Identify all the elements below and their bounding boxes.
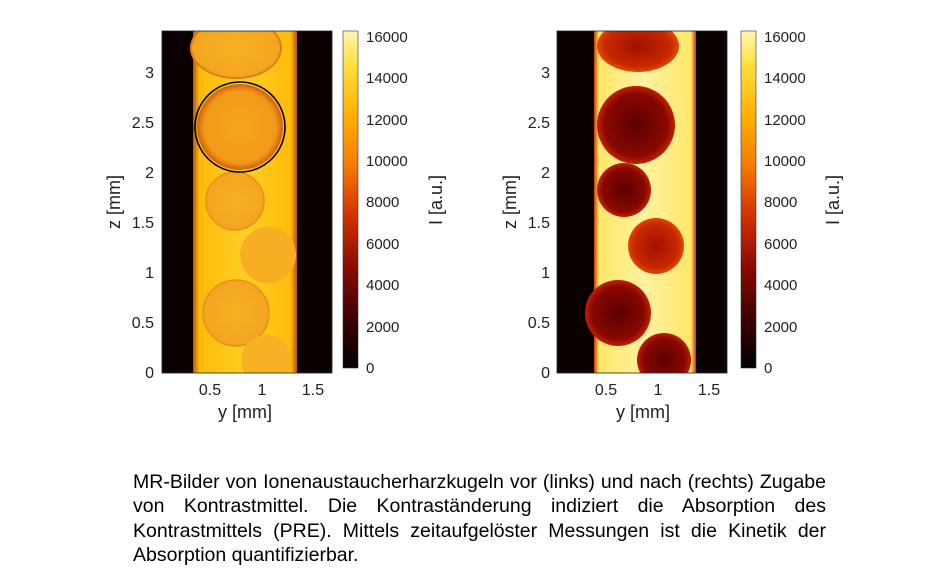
colorbar-tick-label: 14000	[366, 70, 408, 87]
right-y-axis: 0 0.5 1 1.5 2 2.5 3	[528, 65, 550, 382]
colorbar-tick-label: 12000	[366, 112, 408, 129]
mri-figure: 0 0.5 1 1.5 2 2.5 3 z [mm] 0.5 1 1.5 y […	[104, 29, 843, 422]
colorbar-tick-label: 14000	[764, 70, 806, 87]
right-y-axis-label: z [mm]	[500, 175, 520, 229]
left-image	[162, 31, 332, 373]
left-x-axis-label: y [mm]	[218, 402, 272, 422]
left-x-axis: 0.5 1 1.5	[199, 382, 324, 399]
y-tick-label: 2	[145, 165, 154, 182]
colorbar-tick-label: 6000	[366, 236, 399, 253]
y-tick-label: 0.5	[132, 315, 154, 332]
y-tick-label: 0.5	[528, 315, 550, 332]
y-tick-label: 0	[541, 365, 550, 382]
x-tick-label: 1	[654, 382, 663, 399]
right-colorbar: 0 2000 4000 6000 8000 10000 12000 14000 …	[740, 29, 843, 377]
y-tick-label: 3	[541, 65, 550, 82]
left-axes-frame	[161, 30, 333, 374]
colorbar-tick-label: 0	[764, 360, 772, 377]
right-image	[557, 31, 727, 373]
x-tick-label: 1	[258, 382, 267, 399]
colorbar-tick-label: 10000	[366, 153, 408, 170]
right-axes-frame	[556, 30, 728, 374]
left-panel	[161, 30, 333, 374]
colorbar-label: I [a.u.]	[823, 175, 843, 225]
y-tick-label: 1.5	[132, 215, 154, 232]
y-tick-label: 2	[541, 165, 550, 182]
y-tick-label: 0	[145, 365, 154, 382]
right-x-axis: 0.5 1 1.5	[595, 382, 720, 399]
x-tick-label: 1.5	[302, 382, 324, 399]
colorbar-tick-label: 0	[366, 360, 374, 377]
y-tick-label: 1	[541, 265, 550, 282]
x-tick-label: 1.5	[698, 382, 720, 399]
colorbar-tick-label: 8000	[764, 194, 797, 211]
x-tick-label: 0.5	[595, 382, 617, 399]
left-y-axis: 0 0.5 1 1.5 2 2.5 3	[132, 65, 154, 382]
y-tick-label: 3	[145, 65, 154, 82]
colorbar-tick-label: 4000	[366, 277, 399, 294]
right-x-axis-label: y [mm]	[616, 402, 670, 422]
colorbar-tick-label: 2000	[366, 319, 399, 336]
figure-caption: MR-Bilder von Ionenaustaucherharzkugeln …	[133, 470, 826, 567]
y-tick-label: 2.5	[528, 115, 550, 132]
highlight-ring	[194, 81, 286, 173]
colorbar-tick-label: 2000	[764, 319, 797, 336]
y-tick-label: 1.5	[528, 215, 550, 232]
colorbar-tick-label: 6000	[764, 236, 797, 253]
colorbar-tick-label: 16000	[366, 29, 408, 46]
left-y-axis-label: z [mm]	[104, 175, 124, 229]
colorbar-tick-label: 16000	[764, 29, 806, 46]
colorbar-tick-label: 4000	[764, 277, 797, 294]
left-colorbar: 0 2000 4000 6000 8000 10000 12000 14000 …	[342, 29, 446, 377]
colorbar-label: I [a.u.]	[426, 175, 446, 225]
y-tick-label: 2.5	[132, 115, 154, 132]
x-tick-label: 0.5	[199, 382, 221, 399]
colorbar-tick-label: 10000	[764, 153, 806, 170]
y-tick-label: 1	[145, 265, 154, 282]
colorbar-tick-label: 12000	[764, 112, 806, 129]
right-panel	[556, 30, 728, 374]
colorbar-tick-label: 8000	[366, 194, 399, 211]
